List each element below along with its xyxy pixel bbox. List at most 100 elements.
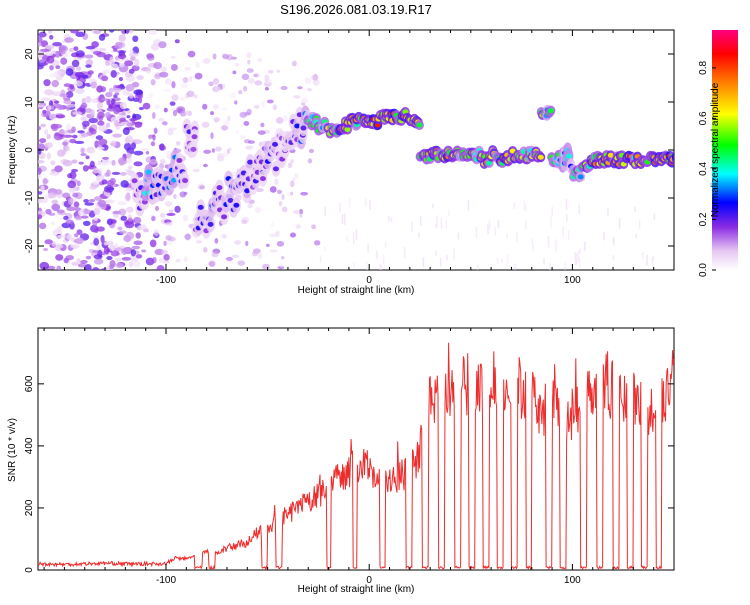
noise-speckle: [44, 51, 54, 57]
noise-speckle: [117, 157, 127, 165]
noise-speckle: [81, 120, 90, 127]
noise-speckle: [265, 87, 269, 91]
noise-speckle: [234, 62, 240, 67]
noise-speckle: [163, 107, 168, 113]
noise-speckle: [47, 105, 52, 111]
noise-speckle: [241, 219, 248, 225]
noise-streak: [475, 227, 478, 239]
noise-speckle: [110, 69, 117, 78]
snr-frame: [37, 327, 675, 571]
noise-speckle: [133, 260, 141, 268]
ridge-core: [673, 155, 674, 159]
noise-speckle: [71, 159, 78, 164]
noise-speckle: [93, 196, 102, 201]
noise-speckle: [115, 262, 124, 269]
noise-speckle: [44, 44, 55, 50]
noise-speckle: [92, 249, 99, 253]
noise-speckle: [55, 244, 64, 249]
ridge-core: [272, 141, 279, 147]
noise-speckle: [128, 49, 134, 54]
noise-speckle: [246, 108, 252, 116]
noise-speckle: [276, 69, 280, 73]
noise-speckle: [55, 50, 61, 58]
noise-speckle: [64, 37, 74, 43]
noise-streak: [339, 203, 341, 213]
noise-speckle: [247, 203, 253, 209]
noise-streak: [634, 206, 636, 213]
ridge-halo: [679, 155, 688, 165]
ridge-halo: [671, 152, 674, 162]
noise-speckle: [109, 177, 116, 185]
noise-speckle: [163, 253, 170, 261]
noise-speckle: [150, 141, 156, 147]
noise-speckle: [212, 104, 219, 110]
noise-streak: [352, 232, 355, 245]
noise-streak: [439, 258, 442, 267]
noise-speckle: [88, 117, 99, 124]
noise-speckle: [63, 215, 69, 221]
ridge-core: [677, 157, 683, 162]
noise-speckle: [257, 252, 263, 260]
noise-speckle: [117, 201, 127, 206]
noise-speckle: [55, 65, 61, 70]
noise-streak: [379, 263, 381, 270]
noise-speckle: [63, 134, 73, 138]
noise-speckle: [70, 30, 79, 34]
noise-streak: [555, 239, 557, 252]
noise-speckle: [49, 73, 60, 78]
noise-streak: [388, 215, 390, 223]
ridge-core: [678, 153, 684, 158]
noise-streak: [566, 214, 568, 222]
ridge-core: [259, 176, 266, 182]
noise-streak: [341, 214, 344, 224]
noise-streak: [513, 202, 516, 209]
noise-speckle: [114, 119, 120, 127]
noise-speckle: [301, 102, 306, 106]
noise-speckle: [40, 123, 47, 128]
noise-speckle: [202, 103, 208, 110]
noise-speckle: [65, 123, 71, 132]
noise-speckle: [77, 130, 85, 134]
noise-speckle: [44, 239, 53, 245]
noise-speckle: [121, 256, 132, 261]
noise-speckle: [131, 142, 137, 150]
noise-speckle: [146, 54, 155, 61]
noise-speckle: [225, 256, 233, 262]
noise-speckle: [90, 109, 95, 117]
y-tick-label: 20: [24, 48, 35, 60]
ridge-core: [221, 214, 228, 220]
noise-speckle: [74, 140, 85, 144]
noise-streak: [422, 257, 425, 268]
noise-speckle: [75, 50, 85, 58]
noise-speckle: [269, 233, 277, 238]
noise-speckle: [41, 62, 49, 66]
noise-streak: [543, 258, 545, 265]
noise-speckle: [114, 243, 119, 248]
noise-speckle: [287, 162, 293, 169]
colorbar-label: Normalized spectral amplitude: [710, 82, 721, 217]
ridge-core: [294, 123, 301, 129]
noise-streak: [376, 250, 378, 260]
noise-speckle: [182, 76, 189, 84]
noise-streak: [476, 264, 479, 270]
noise-speckle: [211, 148, 215, 153]
noise-speckle: [82, 220, 91, 226]
noise-speckle: [239, 135, 246, 140]
noise-speckle: [276, 240, 285, 247]
noise-speckle: [100, 86, 106, 93]
noise-speckle: [77, 263, 86, 268]
noise-speckle: [90, 128, 97, 135]
noise-speckle: [72, 134, 78, 139]
noise-speckle: [104, 60, 110, 66]
noise-speckle: [174, 205, 181, 213]
noise-speckle: [81, 215, 89, 219]
noise-streak: [635, 233, 638, 239]
noise-speckle: [170, 64, 178, 71]
noise-speckle: [307, 158, 313, 164]
noise-speckle: [138, 106, 144, 111]
ridge-core: [272, 166, 279, 172]
noise-speckle: [154, 104, 161, 110]
noise-speckle: [243, 85, 248, 92]
noise-speckle: [126, 152, 132, 159]
noise-speckle: [63, 83, 72, 88]
